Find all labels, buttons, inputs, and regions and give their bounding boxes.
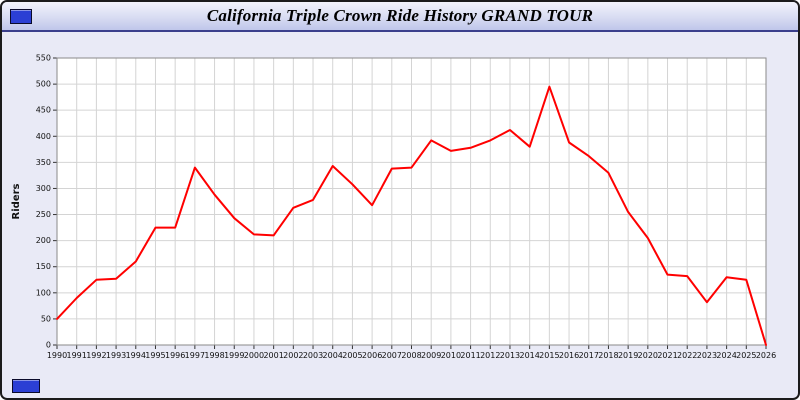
svg-text:2020: 2020 <box>638 351 658 360</box>
svg-text:2012: 2012 <box>480 351 500 360</box>
svg-text:200: 200 <box>36 236 51 245</box>
svg-text:1995: 1995 <box>145 351 165 360</box>
svg-text:1990: 1990 <box>47 351 67 360</box>
svg-text:2016: 2016 <box>559 351 579 360</box>
svg-text:400: 400 <box>36 132 51 141</box>
svg-text:2014: 2014 <box>519 351 539 360</box>
window-title: California Triple Crown Ride History GRA… <box>206 6 594 25</box>
svg-text:Riders: Riders <box>11 183 22 219</box>
svg-text:2019: 2019 <box>618 351 638 360</box>
svg-text:2010: 2010 <box>441 351 461 360</box>
svg-text:2006: 2006 <box>362 351 382 360</box>
title-bar: California Triple Crown Ride History GRA… <box>2 2 798 32</box>
svg-text:2007: 2007 <box>382 351 402 360</box>
svg-text:2017: 2017 <box>579 351 599 360</box>
svg-text:150: 150 <box>36 262 51 271</box>
svg-text:450: 450 <box>36 106 51 115</box>
svg-text:2024: 2024 <box>716 351 736 360</box>
svg-text:2023: 2023 <box>697 351 717 360</box>
svg-text:550: 550 <box>36 54 51 63</box>
svg-text:1991: 1991 <box>67 351 87 360</box>
svg-text:2025: 2025 <box>736 351 756 360</box>
svg-text:2018: 2018 <box>598 351 618 360</box>
svg-text:1994: 1994 <box>126 351 146 360</box>
svg-text:2001: 2001 <box>263 351 283 360</box>
svg-text:2026: 2026 <box>756 351 776 360</box>
svg-text:2015: 2015 <box>539 351 559 360</box>
svg-text:2013: 2013 <box>500 351 520 360</box>
svg-text:2000: 2000 <box>244 351 264 360</box>
svg-text:250: 250 <box>36 210 51 219</box>
svg-text:2022: 2022 <box>677 351 697 360</box>
svg-text:1992: 1992 <box>86 351 106 360</box>
svg-text:2021: 2021 <box>657 351 677 360</box>
svg-text:350: 350 <box>36 158 51 167</box>
svg-text:1997: 1997 <box>185 351 205 360</box>
svg-text:100: 100 <box>36 288 51 297</box>
svg-text:2003: 2003 <box>303 351 323 360</box>
svg-text:2009: 2009 <box>421 351 441 360</box>
chart-panel: 0 50 100 150 200 250 300 350 400 450 500 550 1990 199… <box>8 42 796 377</box>
svg-text:1999: 1999 <box>224 351 244 360</box>
svg-text:2002: 2002 <box>283 351 303 360</box>
svg-text:2008: 2008 <box>401 351 421 360</box>
svg-text:50: 50 <box>41 314 51 323</box>
svg-text:300: 300 <box>36 184 51 193</box>
svg-text:2004: 2004 <box>323 351 343 360</box>
svg-text:1998: 1998 <box>204 351 224 360</box>
svg-text:1993: 1993 <box>106 351 126 360</box>
svg-text:2011: 2011 <box>460 351 480 360</box>
svg-text:0: 0 <box>46 341 51 350</box>
bottom-left-widget-button[interactable] <box>12 379 40 393</box>
svg-text:500: 500 <box>36 80 51 89</box>
svg-text:2005: 2005 <box>342 351 362 360</box>
svg-text:1996: 1996 <box>165 351 185 360</box>
top-left-widget-button[interactable] <box>10 9 32 24</box>
